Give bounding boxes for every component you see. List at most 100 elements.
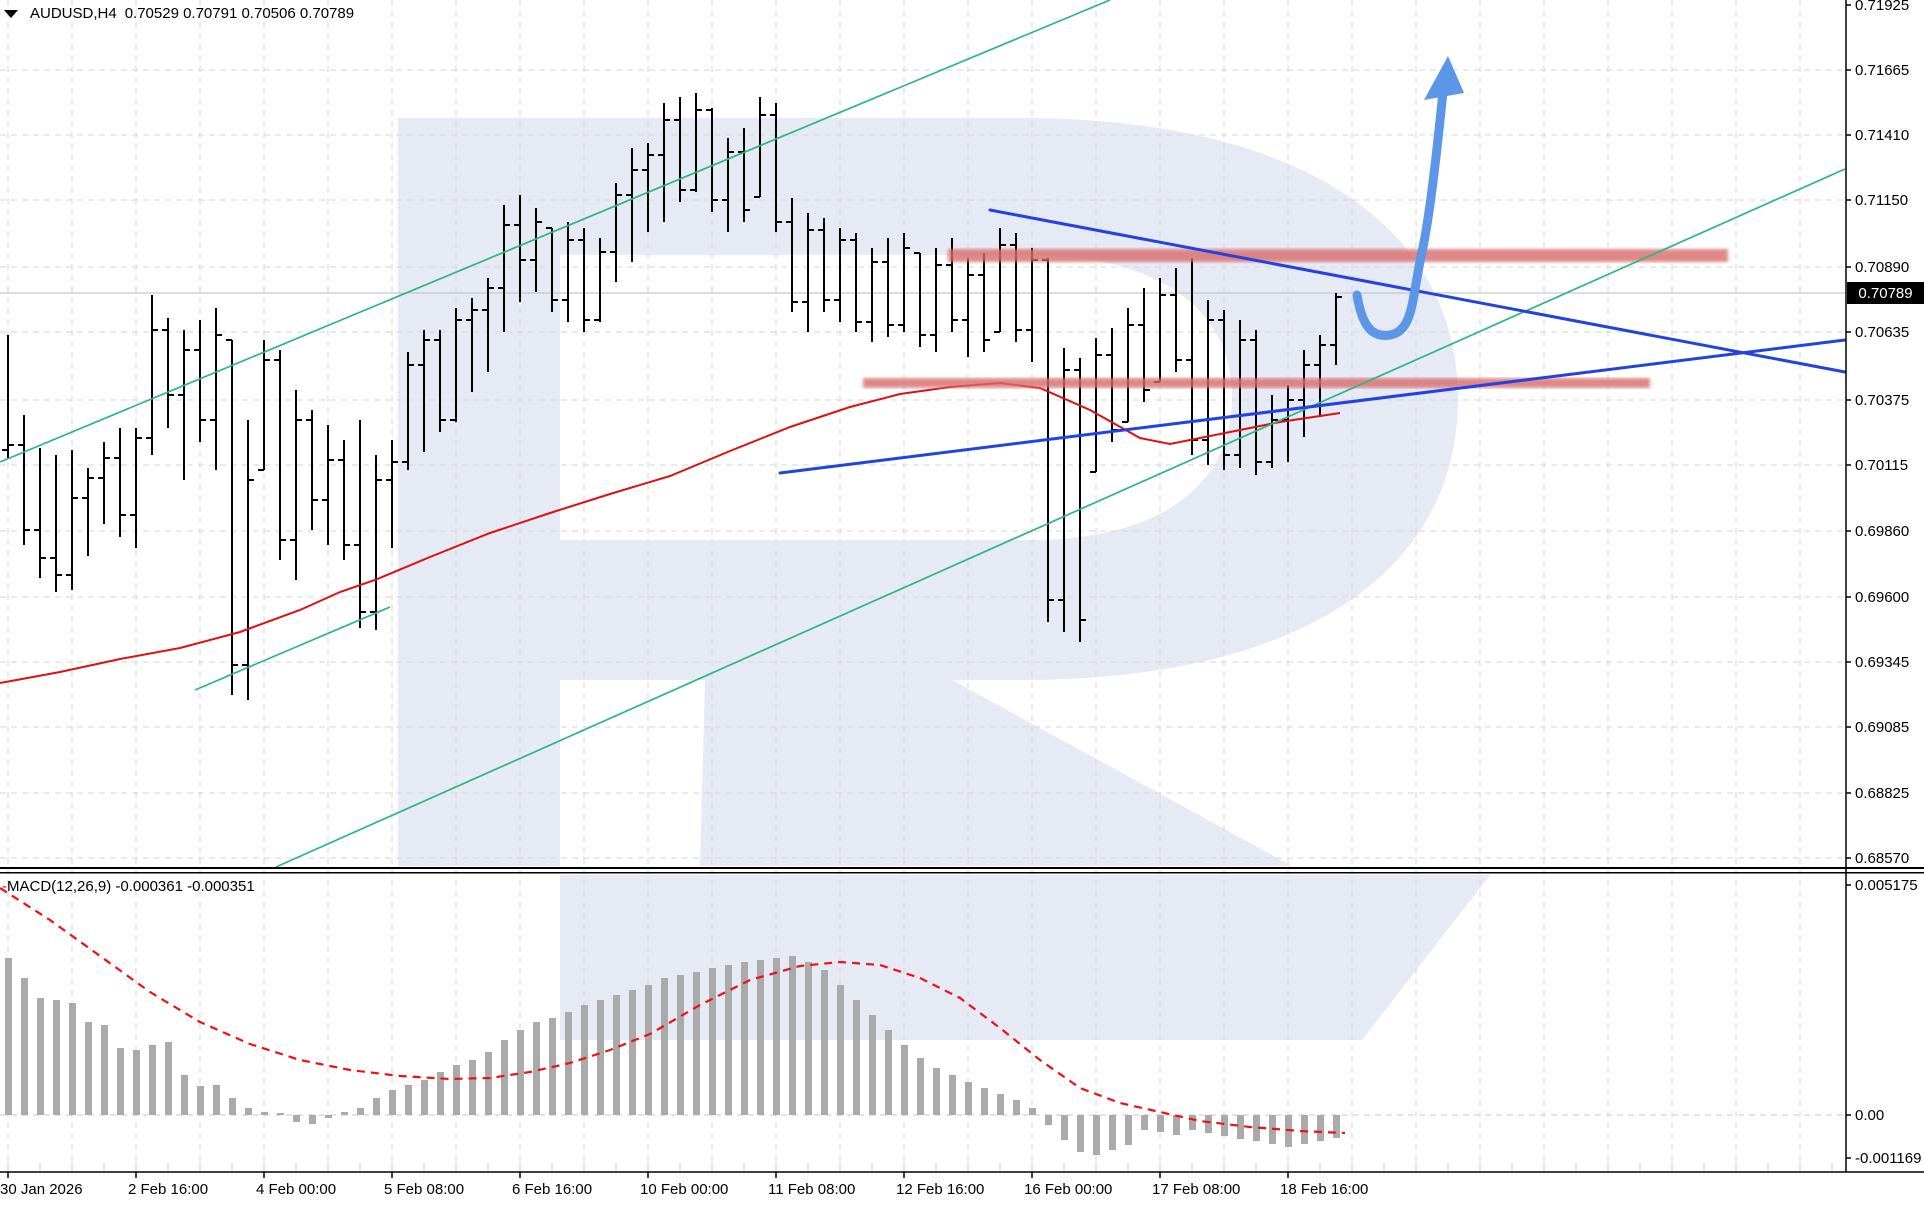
ohlc-bar [610, 183, 622, 282]
ohlc-bar [530, 208, 542, 292]
ohlc-bar [418, 330, 430, 452]
ohlc-bar [1218, 310, 1230, 470]
channel-upper[interactable] [0, 0, 1111, 463]
macd-histogram-bar [1205, 1115, 1212, 1133]
ohlc-bar [866, 248, 878, 342]
price-axis-label: 0.69860 [1855, 523, 1909, 540]
time-axis[interactable]: 30 Jan 2026 2 Feb 16:00 4 Feb 00:00 5 Feb 0… [0, 1172, 1368, 1198]
macd-histogram-bar [69, 1003, 76, 1115]
price-axis-label: 0.69345 [1855, 654, 1909, 671]
support-zone[interactable] [863, 378, 1650, 388]
ohlc-bar [258, 340, 270, 471]
ohlc-bar [482, 278, 494, 372]
macd-histogram-bar [1061, 1115, 1068, 1140]
time-axis-label: 10 Feb 00:00 [640, 1181, 728, 1198]
ohlc-bar [498, 205, 510, 332]
ohlc-bar [786, 198, 798, 312]
macd-histogram-bar [1157, 1115, 1164, 1132]
ohlc-bar [1234, 320, 1246, 468]
forecast-arrow [1352, 56, 1464, 340]
ohlc-bar [82, 468, 94, 556]
macd-histogram-bar [821, 970, 828, 1115]
ohlc-bar [818, 218, 830, 312]
arrow-curve[interactable] [1352, 87, 1448, 340]
price-axis-label: 0.69600 [1855, 589, 1909, 606]
channel-fragment[interactable] [194, 606, 391, 691]
ohlc-bar [290, 390, 302, 580]
ohlc-bar [66, 450, 78, 590]
ohlc-bar [562, 222, 574, 322]
ohlc-values: 0.70529 0.70791 0.70506 0.70789 [124, 5, 355, 22]
macd-histogram-bar [757, 960, 764, 1115]
macd-histogram-bar [517, 1030, 524, 1115]
time-axis-label: 6 Feb 16:00 [512, 1181, 592, 1198]
ohlc-bar [178, 330, 190, 480]
macd-indicator [0, 887, 1346, 1155]
macd-indicator-label: -MACD(12,26,9) -0.000361 -0.000351 [2, 878, 255, 895]
current-price-value: 0.70789 [1858, 284, 1913, 302]
chart-title: AUDUSD,H4 0.70529 0.70791 0.70506 0.7078… [4, 5, 354, 22]
ohlc-bar [338, 440, 350, 560]
symbol-dropdown-icon[interactable] [4, 9, 18, 18]
ohlc-bar [882, 238, 894, 337]
ohlc-bar [386, 440, 398, 548]
channel-lower[interactable] [275, 168, 1846, 868]
macd-histogram-bar [245, 1108, 252, 1115]
macd-signal-line [0, 887, 1346, 1135]
macd-histogram-bar [133, 1050, 140, 1115]
time-axis-label: 30 Jan 2026 [0, 1181, 83, 1198]
price-axis-label: 0.70890 [1855, 259, 1909, 276]
macd-histogram-bar [1045, 1115, 1052, 1125]
time-axis-label: 18 Feb 16:00 [1280, 1181, 1368, 1198]
macd-line-swatch: - [2, 878, 7, 895]
ohlc-bar [226, 339, 238, 695]
ohlc-bar [50, 455, 62, 592]
ohlc-bar [802, 213, 814, 332]
price-axis-label: 0.70635 [1855, 324, 1909, 341]
macd-histogram-bar [101, 1025, 108, 1115]
ohlc-bar [450, 308, 462, 422]
macd-histogram-bar [325, 1115, 332, 1118]
price-axis-label: 0.69085 [1855, 719, 1909, 736]
ohlc-bar [930, 248, 942, 352]
price-axis[interactable]: 0.71925 0.71665 0.71410 0.71150 0.70890 0.706… [1846, 0, 1921, 1167]
macd-histogram-bar [1317, 1115, 1324, 1141]
macd-histogram-bar [533, 1022, 540, 1115]
ohlc-bar [434, 330, 446, 432]
macd-histogram-bar [277, 1113, 284, 1115]
macd-histogram-bar [341, 1112, 348, 1115]
macd-histogram-bar [357, 1108, 364, 1115]
price-axis-label: 0.68825 [1855, 785, 1909, 802]
macd-histogram-bar [773, 958, 780, 1115]
ohlc-bar [1250, 330, 1262, 475]
ohlc-bar [578, 228, 590, 332]
macd-histogram-bar [1237, 1115, 1244, 1139]
macd-histogram-bar [741, 962, 748, 1115]
macd-histogram-bar [1301, 1115, 1308, 1144]
macd-histogram-bar [293, 1115, 300, 1122]
ohlc-bar [994, 228, 1006, 333]
ohlc-bar [546, 227, 558, 312]
resistance-zone[interactable] [948, 249, 1728, 262]
macd-histogram-bar [309, 1115, 316, 1124]
macd-histogram-bar [885, 1030, 892, 1115]
macd-histogram-bar [837, 985, 844, 1115]
ohlc-bar [514, 195, 526, 302]
ohlc-bar [898, 233, 910, 332]
ohlc-bar [1058, 348, 1070, 632]
macd-histogram-bar [373, 1098, 380, 1115]
ascending-trendline[interactable] [778, 338, 1847, 475]
time-axis-label: 2 Feb 16:00 [128, 1181, 208, 1198]
time-axis-label: 11 Feb 08:00 [768, 1181, 855, 1198]
price-axis-label: 0.71150 [1855, 192, 1908, 209]
macd-histogram-bar [1029, 1108, 1036, 1115]
price-axis-label: 0.71925 [1855, 0, 1909, 14]
axes [0, 0, 1924, 1173]
price-axis-label: 0.68570 [1855, 850, 1909, 867]
macd-histogram-bar [1141, 1115, 1148, 1130]
ohlc-bar [322, 425, 334, 545]
ma-layer [0, 381, 1341, 684]
macd-histogram-bar [661, 978, 668, 1115]
macd-histogram-bar [197, 1086, 204, 1115]
